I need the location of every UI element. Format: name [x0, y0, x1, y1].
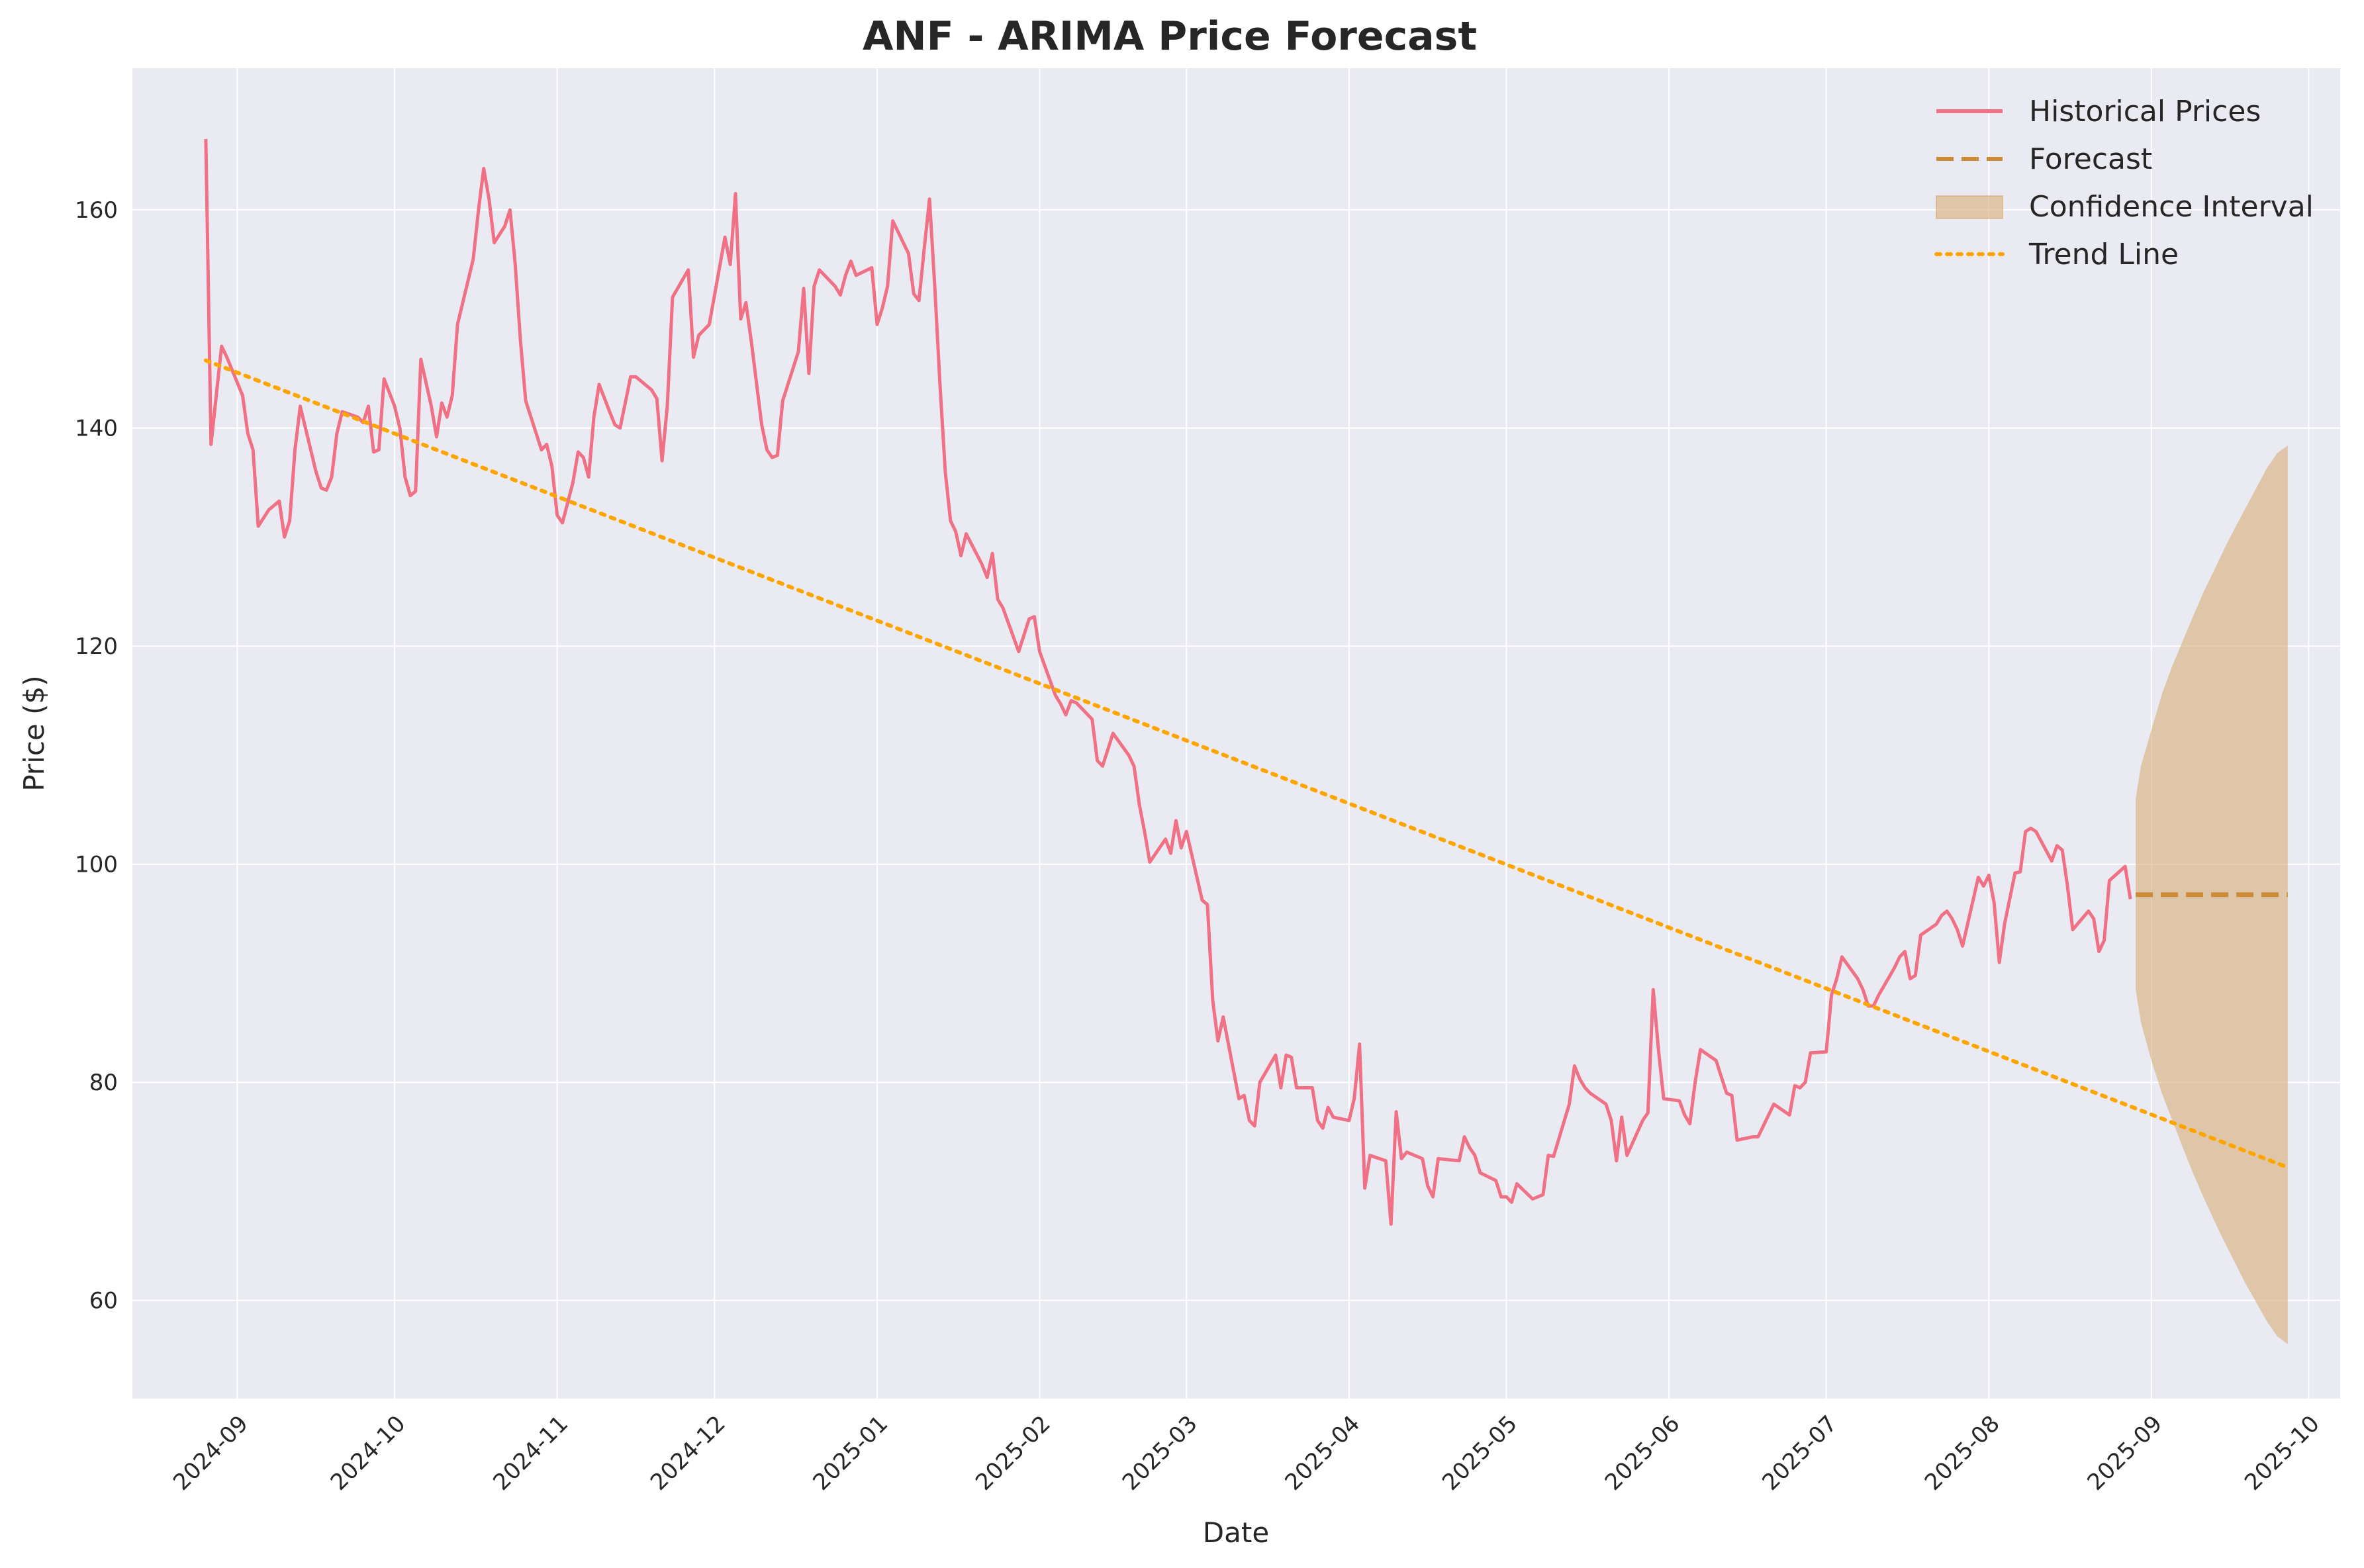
x-tick-label: 2025-02	[970, 1410, 1056, 1496]
y-tick-label: 120	[75, 633, 118, 660]
y-tick-label: 60	[89, 1288, 118, 1314]
x-axis-ticks: 2024-09 2024-10 2024-11 2024-12 2025-01 2025-…	[168, 1410, 2325, 1496]
x-tick-label: 2024-09	[168, 1410, 254, 1496]
legend-label-trend-line: Trend Line	[2028, 238, 2179, 271]
x-tick-label: 2025-05	[1437, 1410, 1523, 1496]
y-axis-ticks: 60 80 100 120 140 160	[75, 197, 118, 1314]
plot-background	[132, 68, 2340, 1399]
x-tick-label: 2025-03	[1117, 1410, 1203, 1496]
legend-label-historical-prices: Historical Prices	[2029, 95, 2261, 128]
y-tick-label: 80	[89, 1070, 118, 1096]
grid	[132, 68, 2340, 1399]
y-tick-label: 100	[75, 852, 118, 878]
legend: Historical Prices Forecast Confidence Inte…	[1934, 95, 2314, 271]
x-tick-label: 2025-04	[1280, 1410, 1365, 1496]
x-tick-label: 2025-08	[1920, 1410, 2005, 1496]
x-tick-label: 2024-11	[488, 1410, 573, 1496]
x-tick-label: 2025-07	[1757, 1410, 1842, 1496]
y-axis-label: Price ($)	[18, 675, 50, 791]
chart-title: ANF - ARIMA Price Forecast	[863, 13, 1477, 60]
x-tick-label: 2024-10	[326, 1410, 411, 1496]
x-tick-label: 2025-01	[808, 1410, 893, 1496]
legend-swatch-confidence-interval	[1936, 195, 2003, 219]
trend-line	[203, 358, 2290, 1170]
x-tick-label: 2025-10	[2240, 1410, 2325, 1496]
legend-label-forecast: Forecast	[2029, 142, 2152, 176]
historical-prices-line	[204, 139, 2132, 1226]
x-tick-label: 2025-06	[1600, 1410, 1685, 1496]
x-tick-label: 2025-09	[2082, 1410, 2167, 1496]
y-tick-label: 160	[75, 197, 118, 224]
legend-label-confidence-interval: Confidence Interval	[2029, 190, 2314, 224]
x-tick-label: 2024-12	[645, 1410, 731, 1496]
x-axis-label: Date	[1203, 1516, 1269, 1549]
y-tick-label: 140	[75, 416, 118, 442]
series-layer	[203, 139, 2290, 1344]
